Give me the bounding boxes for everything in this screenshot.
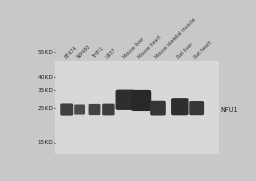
Text: SW480: SW480 [76,43,92,59]
FancyBboxPatch shape [102,104,115,115]
FancyBboxPatch shape [115,90,135,110]
Text: Rat liver: Rat liver [176,41,194,59]
Text: 55KD: 55KD [38,50,54,55]
FancyBboxPatch shape [60,103,73,116]
FancyBboxPatch shape [189,101,204,115]
FancyBboxPatch shape [89,104,100,115]
Bar [55,61,219,154]
Text: BT474: BT474 [63,45,78,59]
FancyBboxPatch shape [150,101,166,115]
Text: Mouse skeletal muscle: Mouse skeletal muscle [154,17,197,59]
FancyBboxPatch shape [131,90,151,111]
Text: 40KD: 40KD [38,75,54,80]
FancyBboxPatch shape [171,98,189,115]
Text: U937: U937 [105,47,118,59]
FancyBboxPatch shape [74,104,85,115]
Text: Mouse heart: Mouse heart [137,34,163,59]
Text: NFU1: NFU1 [220,107,238,113]
Text: Rat heart: Rat heart [193,40,213,59]
Text: 35KD: 35KD [38,87,54,92]
Text: 15KD: 15KD [38,140,54,146]
Text: 25KD: 25KD [38,106,54,111]
Text: THP-1: THP-1 [91,46,105,59]
Text: Mouse liver: Mouse liver [122,36,145,59]
